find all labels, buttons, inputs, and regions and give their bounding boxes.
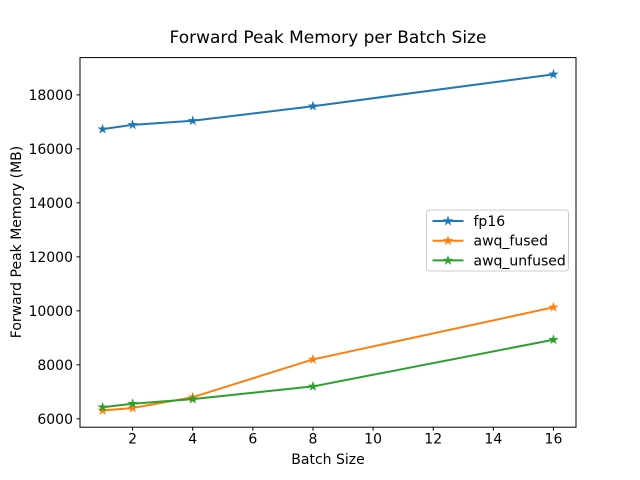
- x-axis-label: Batch Size: [291, 452, 365, 468]
- series-line: [102, 338, 554, 409]
- legend-star-marker: [442, 235, 454, 246]
- series-awq_unfused: [97, 334, 559, 412]
- data-point-marker: [127, 119, 138, 130]
- data-point-marker: [548, 68, 559, 79]
- plot-area-spines: [79, 57, 577, 428]
- x-tick-label: 14: [484, 432, 502, 448]
- x-tick-label: 8: [309, 432, 318, 448]
- x-tick-label: 12: [424, 432, 442, 448]
- data-point-marker: [127, 402, 138, 413]
- x-tick-label: 2: [128, 432, 137, 448]
- legend-label: awq_unfused: [474, 253, 566, 269]
- legend-star-marker: [442, 215, 454, 226]
- data-point-marker: [97, 123, 108, 134]
- data-point-marker: [97, 404, 108, 415]
- y-tick-label: 18000: [28, 88, 73, 104]
- legend-label: awq_fused: [474, 234, 549, 250]
- legend-label: fp16: [474, 214, 506, 230]
- x-tick-label: 10: [364, 432, 382, 448]
- series-line: [102, 306, 554, 412]
- chart-title: Forward Peak Memory per Batch Size: [169, 28, 487, 48]
- y-tick-label: 16000: [28, 142, 73, 158]
- y-tick-label: 10000: [28, 304, 73, 320]
- x-axis: 2 4 6 8 10 12 14 16: [128, 427, 562, 448]
- series-fp16: [97, 68, 559, 134]
- legend-star-marker: [442, 254, 454, 265]
- data-point-marker: [127, 398, 138, 409]
- data-point-marker: [307, 353, 319, 364]
- data-point-marker: [187, 115, 198, 126]
- data-point-marker: [548, 301, 559, 312]
- x-tick-label: 6: [248, 432, 257, 448]
- x-tick-label: 16: [545, 432, 563, 448]
- y-tick-label: 12000: [28, 250, 73, 266]
- y-axis: 6000 8000 10000 12000 14000 16000 18000: [28, 88, 80, 428]
- y-tick-label: 8000: [37, 358, 73, 374]
- legend-item-fp16: fp16: [432, 214, 506, 230]
- data-point-marker: [307, 380, 319, 391]
- x-tick-label: 4: [188, 432, 197, 448]
- series-awq_fused: [97, 301, 559, 415]
- legend-item-awq_fused: awq_fused: [432, 234, 549, 250]
- data-point-marker: [97, 401, 108, 412]
- series-line: [102, 73, 554, 131]
- data-point-marker: [307, 100, 319, 111]
- legend: fp16 awq_fused awq_unfused: [426, 209, 569, 272]
- data-point-marker: [548, 334, 559, 345]
- data-point-marker: [187, 393, 198, 404]
- legend-box: [426, 209, 569, 272]
- legend-item-awq_unfused: awq_unfused: [432, 253, 566, 269]
- y-tick-label: 6000: [37, 412, 73, 428]
- y-tick-label: 14000: [28, 196, 73, 212]
- y-axis-label: Forward Peak Memory (MB): [9, 145, 25, 339]
